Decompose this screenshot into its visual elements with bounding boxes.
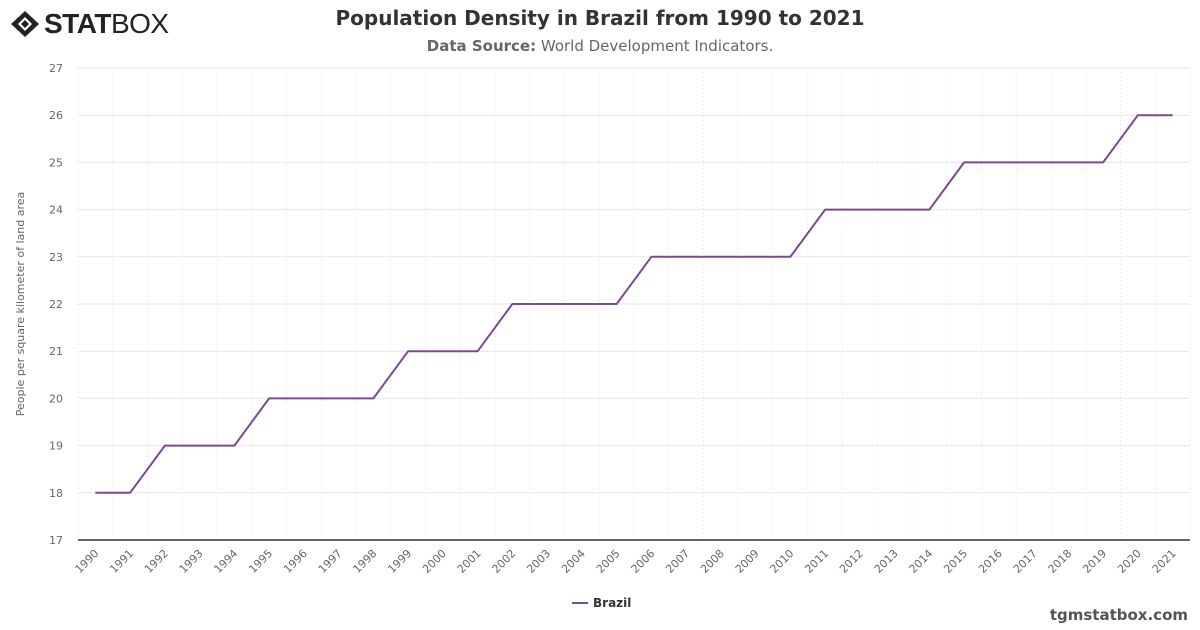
x-tick-label: 2019 [1080, 547, 1109, 576]
y-tick-label: 18 [49, 487, 63, 500]
chart-title: Population Density in Brazil from 1990 t… [335, 6, 865, 30]
x-tick-label: 1994 [212, 547, 241, 576]
y-tick-label: 27 [49, 62, 63, 75]
y-tick-label: 24 [49, 204, 63, 217]
x-tick-label: 2002 [490, 547, 519, 576]
logo-text-bold: STAT [44, 8, 111, 39]
x-tick-label: 2003 [524, 547, 553, 576]
x-tick-label: 1993 [177, 547, 206, 576]
x-tick-label: 2006 [629, 547, 658, 576]
subtitle-label: Data Source: [426, 37, 537, 55]
statbox-logo: STATBOX [10, 8, 169, 40]
legend-label: Brazil [593, 596, 631, 610]
x-tick-label: 2021 [1150, 547, 1179, 576]
watermark: tgmstatbox.com [1049, 606, 1188, 624]
y-tick-label: 25 [49, 156, 63, 169]
x-tick-label: 2017 [1011, 547, 1040, 576]
x-tick-label: 2012 [837, 547, 866, 576]
logo-text-light: BOX [110, 8, 169, 39]
y-tick-label: 21 [49, 345, 63, 358]
x-tick-label: 2005 [594, 547, 623, 576]
y-tick-label: 26 [49, 109, 63, 122]
x-tick-label: 2000 [420, 547, 449, 576]
x-tick-label: 2013 [872, 547, 901, 576]
x-tick-label: 2018 [1046, 547, 1075, 576]
x-tick-label: 2020 [1115, 547, 1144, 576]
x-tick-label: 2001 [455, 547, 484, 576]
x-tick-label: 2011 [802, 547, 831, 576]
subtitle-value: World Development Indicators. [540, 37, 774, 55]
diamond-logo-icon [11, 11, 39, 37]
y-tick-label: 17 [49, 534, 63, 547]
x-tick-label: 1998 [351, 547, 380, 576]
y-tick-label: 23 [49, 251, 63, 264]
x-tick-label: 2010 [768, 547, 797, 576]
chart-subtitle: Data Source: World Development Indicator… [0, 37, 1200, 55]
x-tick-label: 1990 [73, 547, 102, 576]
x-tick-label: 1999 [385, 547, 414, 576]
x-tick-label: 2015 [941, 547, 970, 576]
x-tick-label: 2016 [976, 547, 1005, 576]
x-tick-label: 1991 [107, 547, 136, 576]
y-tick-label: 22 [49, 298, 63, 311]
series-line-brazil [95, 114, 1173, 494]
x-tick-label: 1996 [281, 547, 310, 576]
x-tick-label: 2008 [698, 547, 727, 576]
x-tick-label: 1995 [246, 547, 275, 576]
y-tick-label: 20 [49, 392, 63, 405]
x-tick-label: 1997 [316, 547, 345, 576]
y-axis-title: People per square kilometer of land area [14, 192, 27, 416]
x-tick-label: 2007 [663, 547, 692, 576]
x-tick-label: 2009 [733, 547, 762, 576]
y-tick-label: 19 [49, 440, 63, 453]
x-tick-label: 2004 [559, 547, 588, 576]
x-tick-label: 1992 [142, 547, 171, 576]
x-tick-label: 2014 [907, 547, 936, 576]
